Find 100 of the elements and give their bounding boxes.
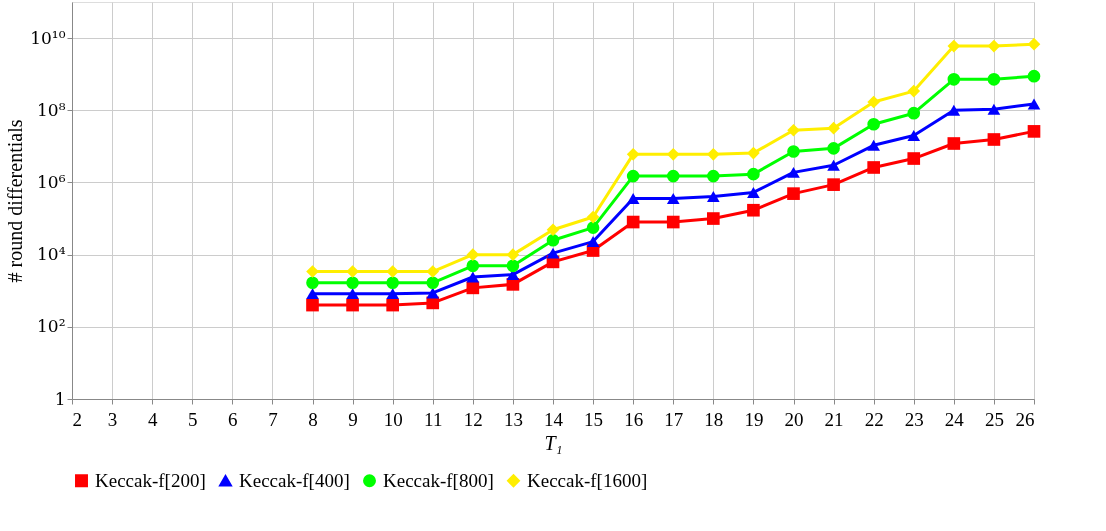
- y-tick-label: 10¹⁰: [30, 27, 66, 48]
- point: [426, 276, 440, 290]
- point: [867, 117, 880, 131]
- x-tick-label: 8: [308, 408, 318, 430]
- point: [1027, 125, 1041, 138]
- x-tick-label: 26: [1015, 408, 1035, 430]
- point: [626, 215, 640, 229]
- point: [306, 265, 319, 278]
- point: [506, 259, 520, 273]
- x-tick-label: 22: [864, 408, 884, 430]
- point: [426, 287, 440, 299]
- point: [466, 259, 480, 273]
- x-tick-label: 16: [624, 408, 644, 430]
- x-tick-label: 3: [107, 408, 118, 430]
- point: [586, 210, 600, 224]
- x-tick-label: 9: [348, 408, 358, 430]
- point: [626, 169, 640, 183]
- point: [787, 187, 800, 200]
- point: [346, 298, 359, 312]
- point: [987, 103, 1001, 115]
- y-tick-label: 10⁴: [37, 244, 66, 265]
- point: [346, 276, 359, 290]
- point: [787, 145, 800, 158]
- point: [306, 288, 319, 300]
- point: [747, 146, 760, 160]
- point: [626, 192, 640, 204]
- point: [466, 281, 480, 295]
- point: [666, 215, 680, 229]
- x-tick-label: 19: [744, 408, 764, 430]
- point: [987, 39, 1001, 53]
- point: [867, 95, 880, 109]
- point: [747, 186, 760, 198]
- point: [947, 137, 961, 150]
- legend-label: Keccak-f[800]: [383, 469, 494, 491]
- legend-label: Keccak-f[400]: [239, 469, 350, 491]
- point: [787, 166, 800, 178]
- point: [707, 212, 720, 225]
- point: [987, 133, 1001, 146]
- x-tick-label: 7: [268, 408, 278, 430]
- point: [666, 192, 680, 204]
- x-tick-label: 20: [784, 408, 804, 430]
- point: [386, 298, 399, 312]
- point: [626, 148, 640, 161]
- point: [306, 276, 319, 290]
- y-tick-label: 1: [54, 388, 66, 409]
- point: [546, 247, 560, 259]
- x-tick-label: 6: [228, 408, 238, 430]
- x-tick-label: 11: [424, 408, 443, 430]
- legend-label: Keccak-f[1600]: [527, 469, 648, 491]
- point: [466, 271, 480, 283]
- x-tick-label: 18: [704, 408, 724, 430]
- point: [586, 236, 600, 248]
- y-axis-title: # round differentials: [4, 119, 27, 283]
- point: [907, 152, 921, 165]
- x-tick-label: 4: [147, 408, 158, 430]
- point: [666, 148, 680, 161]
- point: [1027, 98, 1041, 110]
- point: [546, 223, 560, 237]
- point: [907, 130, 921, 141]
- point: [386, 288, 399, 300]
- point: [1027, 37, 1041, 51]
- x-tick-label: 13: [503, 408, 523, 430]
- point: [346, 265, 359, 278]
- legend-label: Keccak-f[200]: [95, 469, 206, 491]
- x-tick-label: 25: [984, 408, 1004, 430]
- point: [346, 288, 359, 300]
- point: [867, 161, 880, 174]
- x-tick-label: 24: [944, 408, 965, 430]
- point: [947, 73, 961, 86]
- point: [947, 104, 961, 116]
- point: [827, 142, 840, 155]
- point: [707, 169, 720, 183]
- x-axis-title: T₁: [544, 431, 563, 454]
- point: [707, 148, 720, 161]
- y-tick-label: 10⁶: [37, 171, 66, 192]
- point: [586, 221, 600, 234]
- point: [426, 265, 440, 278]
- point: [426, 296, 440, 310]
- y-tick-label: 10⁸: [37, 99, 66, 120]
- point: [386, 276, 399, 290]
- point: [506, 269, 520, 281]
- x-tick-label: 10: [383, 408, 403, 430]
- x-tick-label: 2: [72, 408, 82, 430]
- y-tick-label: 10²: [37, 316, 66, 337]
- point: [787, 123, 800, 137]
- x-tick-label: 15: [584, 408, 604, 430]
- point: [306, 298, 319, 312]
- point: [947, 39, 961, 53]
- point: [867, 139, 880, 151]
- x-tick-label: 14: [544, 408, 564, 430]
- point: [827, 178, 840, 191]
- point: [1027, 69, 1041, 83]
- point: [987, 73, 1001, 86]
- point: [707, 190, 720, 202]
- x-tick-label: 12: [463, 408, 483, 430]
- point: [666, 169, 680, 183]
- x-tick-label: 5: [188, 408, 198, 430]
- x-tick-label: 17: [664, 408, 684, 430]
- point: [827, 121, 840, 135]
- point: [907, 106, 921, 120]
